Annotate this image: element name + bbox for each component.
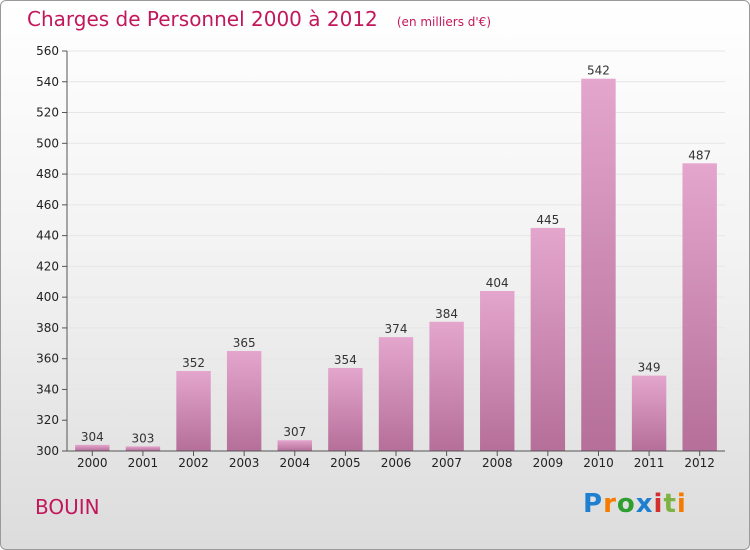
data-label: 542 xyxy=(587,64,610,78)
bar xyxy=(530,227,566,451)
y-tick-label: 300 xyxy=(36,444,59,458)
bar xyxy=(125,446,161,451)
title-row: Charges de Personnel 2000 à 2012 (en mil… xyxy=(27,7,491,31)
bar xyxy=(631,375,667,451)
x-tick-label: 2003 xyxy=(229,456,260,470)
y-tick-label: 340 xyxy=(36,382,59,396)
x-tick-label: 2000 xyxy=(77,456,108,470)
x-tick-label: 2010 xyxy=(583,456,614,470)
y-tick-label: 540 xyxy=(36,75,59,89)
logo-letter: i xyxy=(653,489,664,519)
x-tick-label: 2007 xyxy=(431,456,462,470)
data-label: 303 xyxy=(131,431,154,445)
data-label: 374 xyxy=(385,322,408,336)
x-tick-label: 2011 xyxy=(634,456,665,470)
data-label: 349 xyxy=(638,361,661,375)
logo-letter: o xyxy=(616,489,636,519)
bar xyxy=(480,291,515,451)
x-tick-label: 2009 xyxy=(533,456,564,470)
data-label: 487 xyxy=(688,148,711,162)
chart-title: Charges de Personnel 2000 à 2012 xyxy=(27,7,378,31)
commune-name: BOUIN xyxy=(35,495,100,519)
logo-letter: r xyxy=(603,489,617,519)
data-label: 384 xyxy=(435,307,458,321)
bar xyxy=(277,440,312,451)
x-tick-label: 2002 xyxy=(178,456,209,470)
y-tick-label: 360 xyxy=(36,352,59,366)
y-tick-label: 400 xyxy=(36,290,59,304)
y-tick-label: 520 xyxy=(36,106,59,120)
y-tick-label: 440 xyxy=(36,229,59,243)
x-tick-label: 2001 xyxy=(128,456,159,470)
data-label: 352 xyxy=(182,356,205,370)
x-tick-label: 2006 xyxy=(381,456,412,470)
bar xyxy=(176,371,211,451)
chart-subtitle: (en milliers d'€) xyxy=(396,15,491,29)
x-tick-label: 2004 xyxy=(279,456,310,470)
data-label: 307 xyxy=(283,425,306,439)
data-label: 445 xyxy=(536,213,559,227)
logo-letter: i xyxy=(676,489,687,519)
y-tick-label: 460 xyxy=(36,198,59,212)
bar xyxy=(682,163,717,452)
data-label: 365 xyxy=(233,336,256,350)
bars: 304 303 352 365 307 354 374 384 404 445 542 349 487 xyxy=(75,64,717,452)
bar xyxy=(75,444,110,451)
y-tick-label: 380 xyxy=(36,321,59,335)
bar xyxy=(226,351,262,451)
data-label: 304 xyxy=(81,430,104,444)
bar xyxy=(429,321,464,451)
x-tick-label: 2008 xyxy=(482,456,513,470)
logo-letter: t xyxy=(663,489,677,519)
x-tick-label: 2005 xyxy=(330,456,361,470)
bar xyxy=(581,78,616,451)
axes: 300 320 340 360 380 400 420 440 460 480 500 520 540 5… xyxy=(36,44,725,470)
x-tick-label: 2012 xyxy=(684,456,715,470)
data-label: 354 xyxy=(334,353,357,367)
y-tick-label: 480 xyxy=(36,167,59,181)
y-tick-label: 320 xyxy=(36,413,59,427)
data-label: 404 xyxy=(486,276,509,290)
y-tick-label: 560 xyxy=(36,44,59,58)
y-tick-label: 500 xyxy=(36,136,59,150)
logo-letter: P xyxy=(583,489,604,519)
bar xyxy=(328,367,363,451)
proxiti-logo: Proxiti xyxy=(583,489,687,519)
bar xyxy=(378,337,414,451)
y-tick-label: 420 xyxy=(36,259,59,273)
logo-letter: x xyxy=(635,489,654,519)
